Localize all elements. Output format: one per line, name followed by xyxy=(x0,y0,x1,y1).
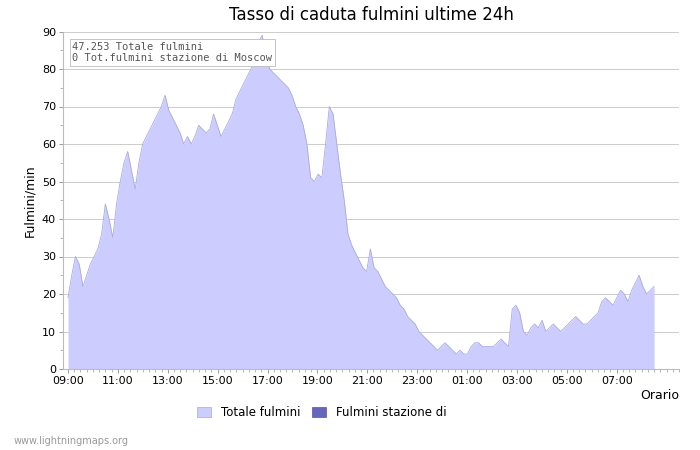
Text: 47.253 Totale fulmini
0 Tot.fulmini stazione di Moscow: 47.253 Totale fulmini 0 Tot.fulmini staz… xyxy=(72,42,272,63)
Text: www.lightningmaps.org: www.lightningmaps.org xyxy=(14,436,129,446)
X-axis label: Orario: Orario xyxy=(640,389,679,402)
Y-axis label: Fulmini/min: Fulmini/min xyxy=(23,164,36,237)
Legend: Totale fulmini, Fulmini stazione di: Totale fulmini, Fulmini stazione di xyxy=(193,401,451,424)
Title: Tasso di caduta fulmini ultime 24h: Tasso di caduta fulmini ultime 24h xyxy=(229,6,513,24)
